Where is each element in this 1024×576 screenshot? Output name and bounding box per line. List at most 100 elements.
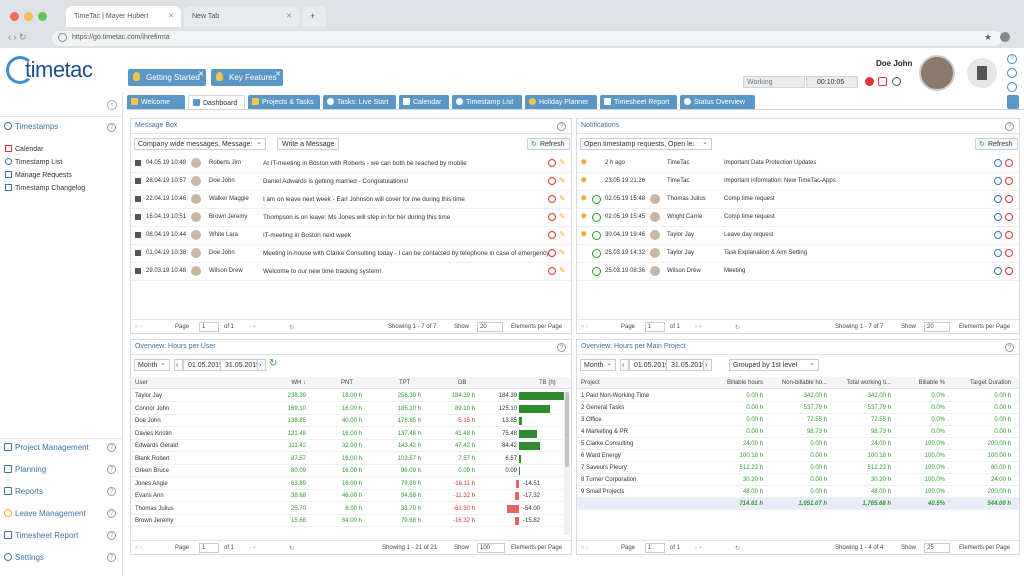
company-building-icon[interactable] — [967, 58, 997, 88]
sidebar-item-timestamp-list[interactable]: Timestamp List — [5, 158, 62, 166]
column-header-project[interactable]: Project — [581, 380, 600, 386]
list-item[interactable]: ✸ 23.05.19 21:26 TimeTac Important informat… — [577, 173, 1019, 191]
add-icon[interactable] — [592, 213, 601, 222]
period-select[interactable]: Month — [134, 359, 170, 371]
help-icon[interactable]: ? — [107, 509, 116, 518]
list-item[interactable]: 28.04.19 10:57 Doe John Daniel Adwards is … — [131, 173, 571, 191]
list-item[interactable]: ✸ 02.05.19 15:48 Thomas Julius Comp time re… — [577, 191, 1019, 209]
column-header-user[interactable]: User — [135, 380, 148, 386]
nav-arrows-icon[interactable]: ‹ › ↻ — [8, 32, 27, 42]
edit-icon[interactable]: ✎ — [559, 266, 566, 275]
delete-icon[interactable] — [548, 177, 556, 185]
column-header-billable-percent[interactable]: Billable % — [918, 380, 945, 386]
list-item[interactable]: 08.04.19 10:44 White Lara IT-meeting in Bo… — [131, 227, 571, 245]
per-page-select[interactable]: 20 — [477, 322, 503, 332]
sidebar-item-reports[interactable]: Reports — [4, 487, 43, 496]
table-row[interactable]: 1 Paid Non-Working Time 0.00 h 342.00 h 342… — [577, 390, 1019, 402]
table-row[interactable]: Blank Robert 87.57 16.00 h 103.57 h 7.57 h 6.… — [131, 453, 563, 465]
next-period-icon[interactable]: › — [703, 359, 712, 371]
edit-icon[interactable]: ✎ — [559, 194, 566, 203]
close-tab-icon[interactable]: ✕ — [168, 13, 174, 20]
add-icon[interactable] — [592, 249, 601, 258]
column-header-db[interactable]: DB — [458, 380, 467, 386]
getting-started-button[interactable]: Getting Started ✕ — [128, 69, 206, 86]
column-header-tpt[interactable]: TPT — [399, 380, 411, 386]
help-icon[interactable]: ? — [107, 487, 116, 496]
delete-icon[interactable] — [548, 249, 556, 257]
refresh-icon[interactable]: ↻ — [269, 358, 278, 369]
tab-status-overview[interactable]: Status Overview — [680, 95, 755, 109]
list-item[interactable]: 25.03.19 14:32 Taylor Jay Task Explanation… — [577, 245, 1019, 263]
per-page-select[interactable]: 100 — [477, 543, 505, 553]
power-icon[interactable] — [1007, 68, 1017, 78]
first-page-icon[interactable]: « ‹ — [581, 545, 589, 551]
maximize-window-dot[interactable] — [38, 12, 47, 21]
help-icon[interactable]: ? — [107, 531, 116, 540]
next-page-icon[interactable]: › » — [249, 324, 257, 330]
avatar[interactable] — [919, 55, 955, 91]
column-header-billable[interactable]: Billable hours — [726, 380, 763, 386]
table-row[interactable]: Jones Angie 63.89 16.00 h 79.89 h -16.11 h -1… — [131, 478, 563, 490]
delete-icon[interactable] — [548, 213, 556, 221]
edit-icon[interactable]: ✎ — [559, 176, 566, 185]
delete-icon[interactable] — [548, 195, 556, 203]
help-icon[interactable]: ? — [1005, 122, 1014, 131]
per-page-select[interactable]: 20 — [924, 322, 950, 332]
sidebar-item-timesheet-report[interactable]: Timesheet Report — [4, 531, 78, 540]
help-icon[interactable]: ? — [557, 122, 566, 131]
sidebar-item-manage-requests[interactable]: Manage Requests — [5, 171, 72, 179]
browser-tab-timetac[interactable]: TimeTac | Mayer Hubert ✕ — [66, 6, 181, 27]
search-icon[interactable] — [994, 267, 1002, 275]
search-icon[interactable] — [994, 159, 1002, 167]
table-row[interactable]: 6 Ward Energy 100.18 h 0.00 h 100.18 h 100.0… — [577, 450, 1019, 462]
column-header-wh[interactable]: WH ↓ — [291, 380, 306, 386]
sidebar-item-project-management[interactable]: Project Management — [4, 443, 89, 452]
search-icon[interactable] — [994, 249, 1002, 257]
column-header-total[interactable]: Total working ti... — [846, 380, 891, 386]
table-row[interactable]: Taylor Jay 238.39 18.00 h 256.39 h 184.39 h 1… — [131, 390, 564, 402]
list-item[interactable]: ✸ 30.04.19 19:46 Taylor Jay Leave day reque… — [577, 227, 1019, 245]
page-input[interactable]: 1 — [199, 543, 219, 553]
tab-timestamp-list[interactable]: Timestamp List — [452, 95, 522, 109]
browser-tab-new[interactable]: New Tab ✕ — [184, 6, 299, 27]
close-tab-icon[interactable]: ✕ — [286, 13, 292, 20]
message-filter-select[interactable]: Company wide messages, Message: — [134, 138, 266, 150]
tab-tasks-live-start[interactable]: Tasks: Live Start — [323, 95, 396, 109]
prev-period-icon[interactable]: ‹ — [174, 359, 183, 371]
tab-calendar[interactable]: Calendar — [399, 95, 449, 109]
info-icon[interactable] — [58, 33, 67, 42]
first-page-icon[interactable]: « ‹ — [581, 324, 589, 330]
table-row[interactable]: 4 Marketing & PR 0.00 h 98.73 h 98.73 h 0.0%… — [577, 426, 1019, 438]
next-page-icon[interactable]: › » — [249, 545, 257, 551]
stop-icon[interactable] — [865, 77, 874, 86]
table-row[interactable]: 3 Office 0.00 h 72.55 h 72.55 h 0.0% 0.00 h — [577, 414, 1019, 426]
help-icon[interactable]: ? — [1007, 54, 1017, 64]
new-tab-button[interactable]: + — [302, 6, 326, 27]
table-row[interactable]: 9 Small Projects 48.00 h 0.00 h 48.00 h 100.… — [577, 486, 1019, 498]
status-field[interactable]: Working — [743, 76, 805, 88]
page-input[interactable]: 1 — [199, 322, 219, 332]
edit-icon[interactable]: ✎ — [559, 212, 566, 221]
settings-icon[interactable] — [1007, 82, 1017, 92]
table-row[interactable]: Connor John 169.10 16.00 h 185.10 h 89.10 h 1… — [131, 403, 563, 415]
table-row[interactable]: 2 General Tasks 0.00 h 537.79 h 537.79 h 0.0… — [577, 402, 1019, 414]
grouping-select[interactable]: Grouped by 1st level — [729, 359, 819, 371]
table-row[interactable]: Green Bruce 80.09 16.00 h 96.09 h 0.09 h 0.09 — [131, 465, 563, 477]
delete-icon[interactable] — [1005, 177, 1013, 185]
next-page-icon[interactable]: › » — [695, 324, 703, 330]
list-item[interactable]: ✸ 02.05.19 15:45 Wright Carrie Comp time re… — [577, 209, 1019, 227]
list-item[interactable]: 16.04.19 10:51 Brown Jeremy Thompson is on… — [131, 209, 571, 227]
date-to-input[interactable]: 31.05.2019 — [666, 359, 712, 371]
column-header-target-duration[interactable]: Target Duration — [969, 380, 1011, 386]
help-icon[interactable]: ? — [107, 123, 116, 132]
list-item[interactable]: 22.04.19 10:46 Walker Maggie I am on leave… — [131, 191, 571, 209]
tab-welcome[interactable]: Welcome — [127, 95, 185, 109]
delete-icon[interactable] — [548, 231, 556, 239]
list-item[interactable]: 01.04.19 10:38 Doe John Meeting in-house w… — [131, 245, 571, 263]
table-row[interactable]: Davies Kristin 121.48 16.00 h 137.48 h 41.48… — [131, 428, 563, 440]
list-item[interactable]: 04.05.19 10:48 Roberts Jim At IT-meeting i… — [131, 155, 571, 173]
next-period-icon[interactable]: › — [257, 359, 266, 371]
write-message-button[interactable]: Write a Message — [277, 138, 340, 150]
close-icon[interactable]: ✕ — [275, 71, 281, 78]
edit-icon[interactable]: ✎ — [559, 158, 566, 167]
